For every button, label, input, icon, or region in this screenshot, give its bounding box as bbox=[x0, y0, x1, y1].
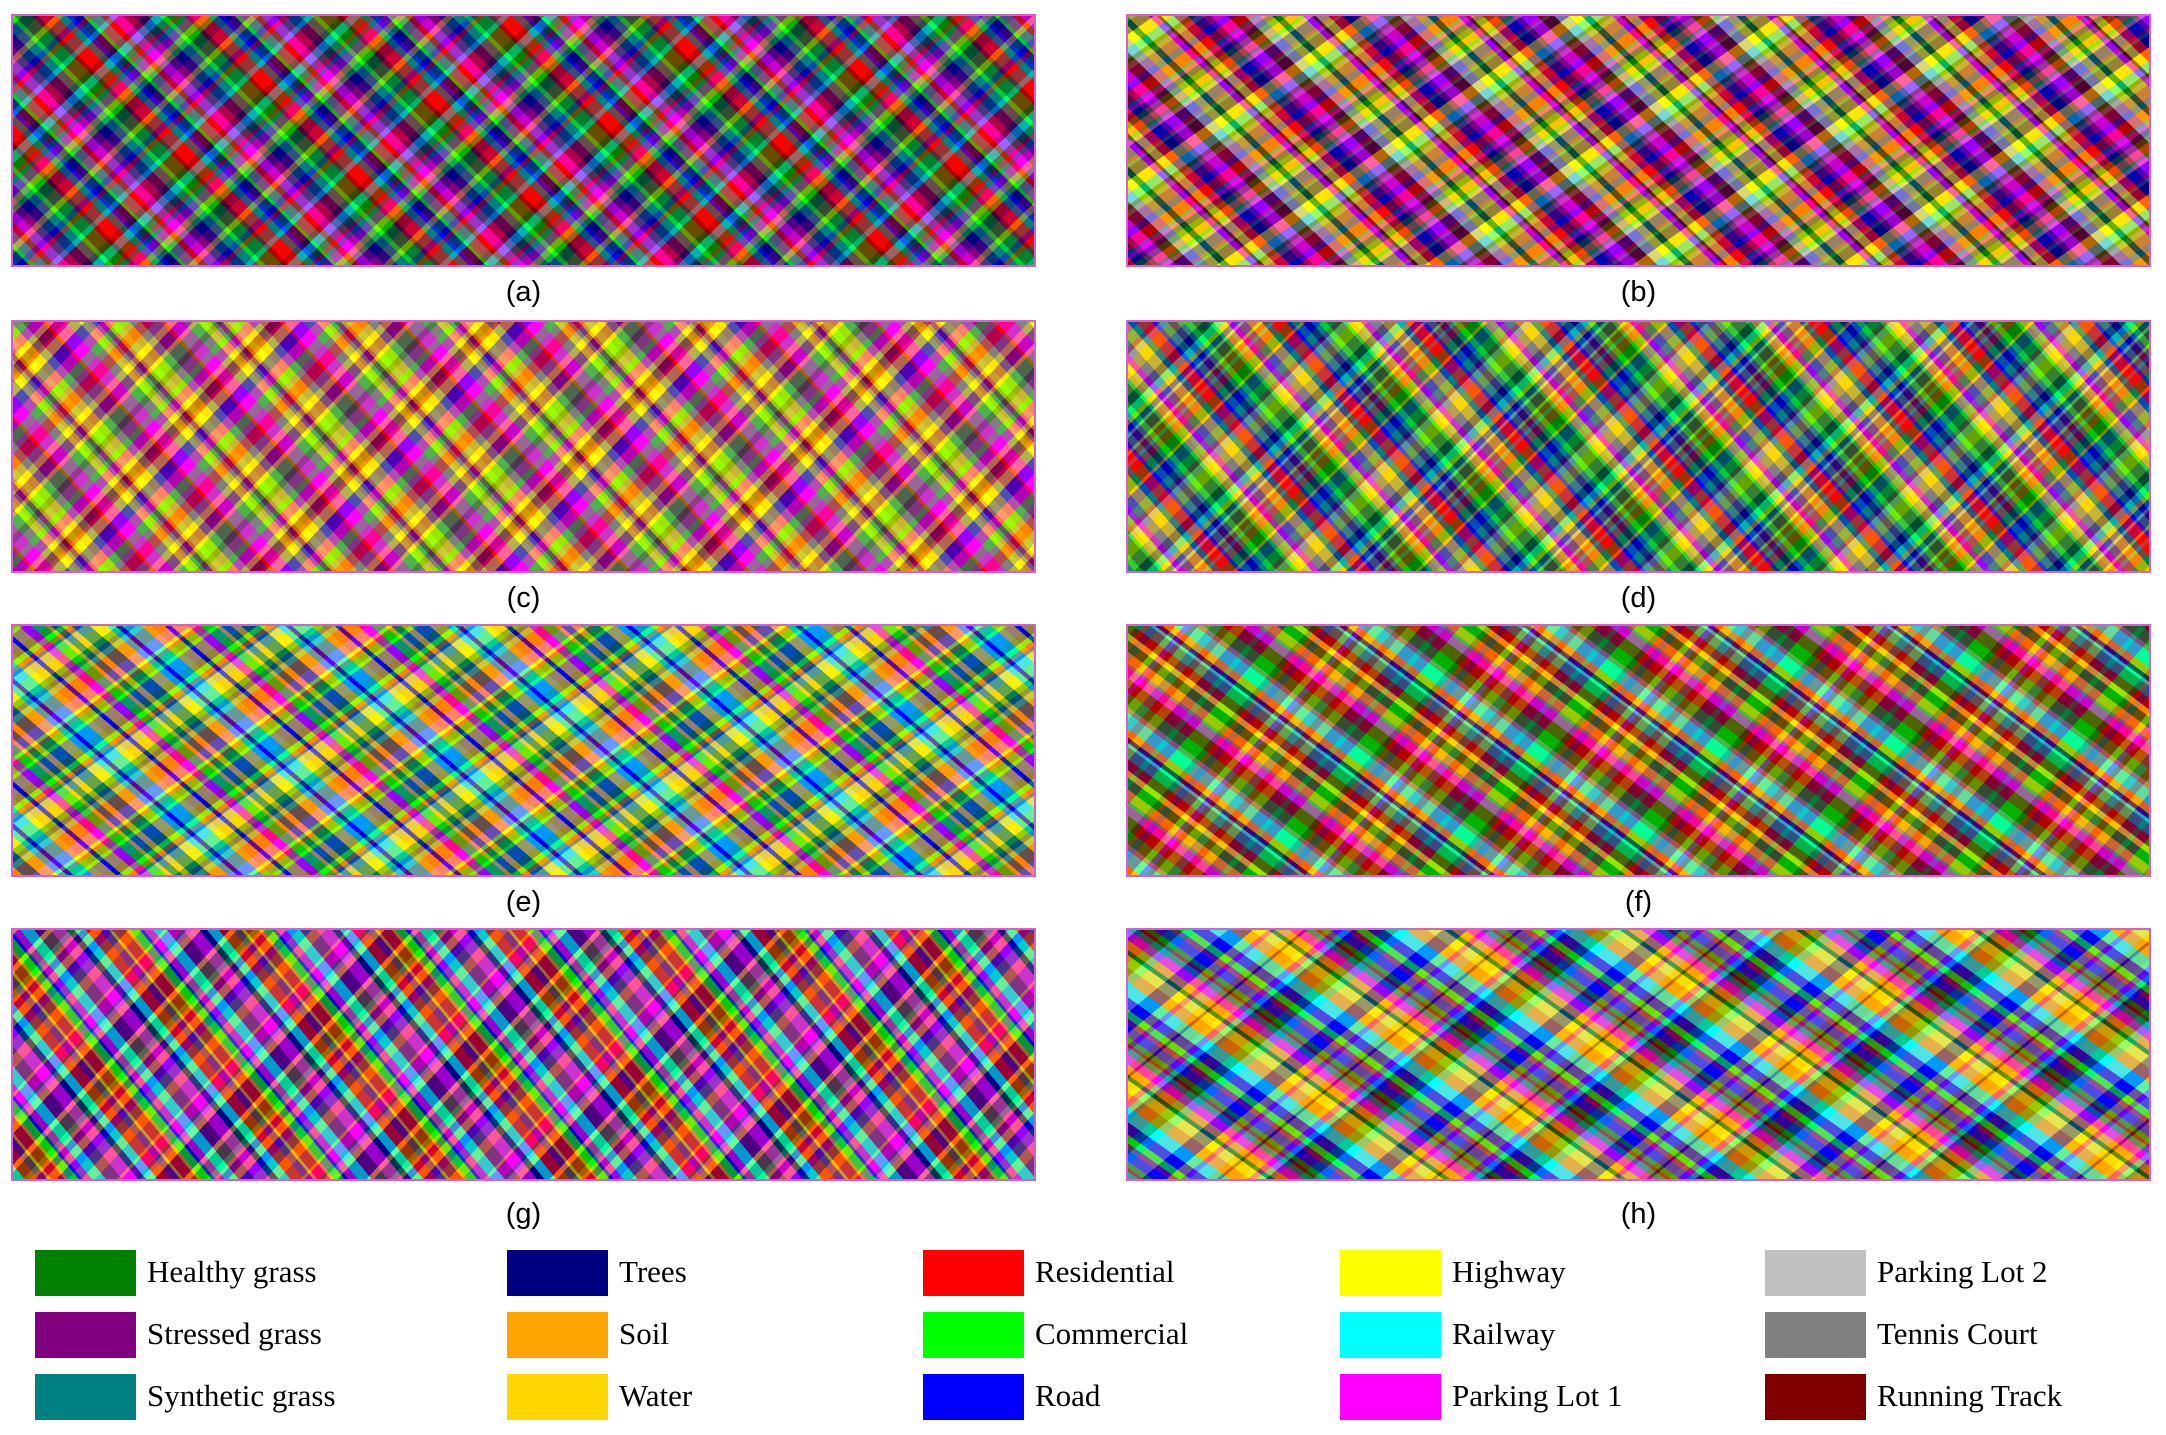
legend-label: Railway bbox=[1452, 1316, 1556, 1351]
legend-label: Road bbox=[1035, 1378, 1101, 1413]
legend-swatch bbox=[35, 1312, 136, 1358]
classification-map bbox=[1126, 14, 2151, 267]
legend-swatch bbox=[35, 1374, 136, 1420]
legend-swatch bbox=[35, 1250, 136, 1296]
legend-label: Healthy grass bbox=[147, 1254, 317, 1289]
legend-swatch bbox=[923, 1374, 1024, 1420]
legend-label: Parking Lot 1 bbox=[1452, 1378, 1623, 1413]
legend-label: Water bbox=[619, 1378, 693, 1413]
legend-swatch bbox=[1340, 1250, 1441, 1296]
classification-map bbox=[11, 928, 1036, 1181]
legend-label: Trees bbox=[619, 1254, 687, 1289]
legend-swatch bbox=[507, 1250, 608, 1296]
classification-map bbox=[11, 14, 1036, 267]
legend-label: Soil bbox=[619, 1316, 669, 1351]
legend-label: Highway bbox=[1452, 1254, 1566, 1289]
legend-swatch bbox=[1340, 1312, 1441, 1358]
legend-swatch bbox=[507, 1312, 608, 1358]
legend-label: Commercial bbox=[1035, 1316, 1189, 1351]
legend-swatch bbox=[1765, 1250, 1866, 1296]
panel-label: (f) bbox=[1624, 886, 1653, 918]
legend-label: Parking Lot 2 bbox=[1877, 1254, 2048, 1289]
legend-swatch bbox=[923, 1250, 1024, 1296]
classification-map bbox=[11, 320, 1036, 573]
legend-label: Running Track bbox=[1877, 1378, 2063, 1413]
panel-label: (c) bbox=[506, 582, 541, 614]
legend-swatch bbox=[1340, 1374, 1441, 1420]
classification-map bbox=[1126, 928, 2151, 1181]
legend-swatch bbox=[1765, 1312, 1866, 1358]
panel-label: (h) bbox=[1620, 1198, 1657, 1230]
panel-label: (b) bbox=[1620, 276, 1657, 308]
classification-map bbox=[1126, 624, 2151, 877]
legend-label: Residential bbox=[1035, 1254, 1175, 1289]
legend-label: Tennis Court bbox=[1877, 1316, 2038, 1351]
legend-label: Stressed grass bbox=[147, 1316, 322, 1351]
panel-label: (g) bbox=[505, 1198, 542, 1230]
classification-map bbox=[11, 624, 1036, 877]
legend-swatch bbox=[507, 1374, 608, 1420]
panel-label: (a) bbox=[505, 276, 542, 308]
panel-label: (e) bbox=[505, 886, 542, 918]
panel-label: (d) bbox=[1620, 582, 1657, 614]
legend-swatch bbox=[923, 1312, 1024, 1358]
classification-map bbox=[1126, 320, 2151, 573]
legend-swatch bbox=[1765, 1374, 1866, 1420]
legend-label: Synthetic grass bbox=[147, 1378, 336, 1413]
